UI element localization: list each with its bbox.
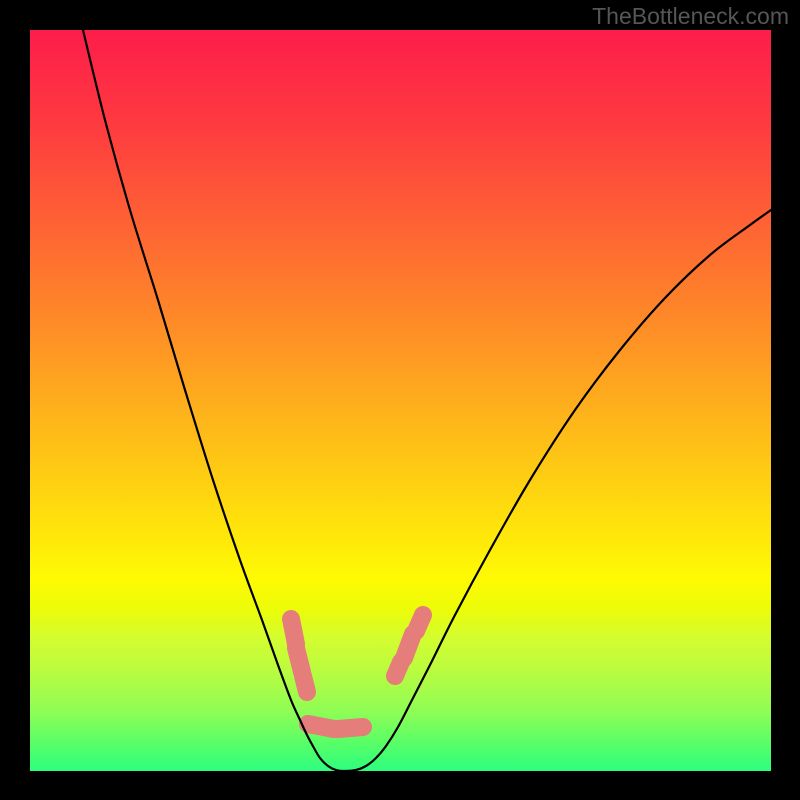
blob-capsule xyxy=(338,727,363,729)
blob-capsule xyxy=(303,676,307,692)
watermark-text: TheBottleneck.com xyxy=(592,3,789,30)
blob-capsule xyxy=(416,615,423,631)
chart-svg xyxy=(0,0,800,800)
